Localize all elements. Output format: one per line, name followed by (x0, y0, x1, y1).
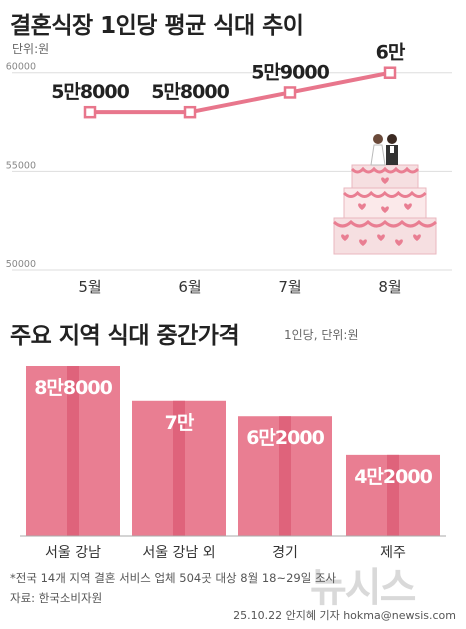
x-tick-label: 8월 (378, 278, 401, 296)
y-tick-label: 55000 (6, 160, 36, 171)
bar-value-label: 4만2000 (354, 466, 432, 488)
bar-chart-title: 주요 지역 식대 중간가격 (10, 323, 240, 349)
data-label: 5만8000 (151, 81, 229, 103)
bar-unit-label: 1인당, 단위:원 (284, 328, 359, 342)
bar-value-label: 6만2000 (246, 427, 324, 449)
data-label: 5만9000 (251, 61, 329, 83)
x-tick-label: 6월 (178, 278, 201, 296)
footnote: *전국 14개 지역 결혼 서비스 업체 504곳 대상 8월 18~29일 조… (10, 571, 337, 585)
bar-ribbon (279, 416, 291, 536)
bar-value-label: 8만8000 (34, 377, 112, 399)
bar-value-label: 7만 (165, 412, 195, 434)
data-point (383, 66, 397, 79)
data-label: 5만8000 (51, 81, 129, 103)
series-line (90, 70, 391, 115)
data-point (283, 86, 297, 99)
bar-category-label: 제주 (380, 545, 406, 561)
bar-ribbon (387, 454, 399, 536)
bar-category-label: 서울 강남 외 (142, 545, 215, 561)
bar-category-label: 서울 강남 (45, 545, 101, 561)
data-point (183, 105, 197, 119)
x-tick-label: 5월 (78, 278, 101, 296)
y-tick-label: 50000 (6, 259, 36, 270)
y-tick-label: 60000 (6, 62, 36, 73)
x-tick-label: 7월 (278, 278, 301, 296)
source-label: 자료: 한국소비자원 (10, 591, 103, 605)
unit-label: 단위:원 (12, 42, 50, 56)
credit: 25.10.22 안지혜 기자 hokma@newsis.com (233, 609, 456, 622)
data-label: 6만 (376, 42, 406, 64)
bar-category-label: 경기 (272, 545, 298, 561)
wedding-cake-icon (332, 134, 438, 255)
chart-title: 결혼식장 1인당 평균 식대 추이 (10, 13, 304, 39)
y-tick-labels: 50000 55000 60000 (6, 62, 36, 270)
data-point (83, 105, 97, 119)
bar-ribbon (67, 366, 79, 536)
watermark: 뉴시스 (310, 565, 416, 611)
bar-ribbon (173, 400, 185, 536)
